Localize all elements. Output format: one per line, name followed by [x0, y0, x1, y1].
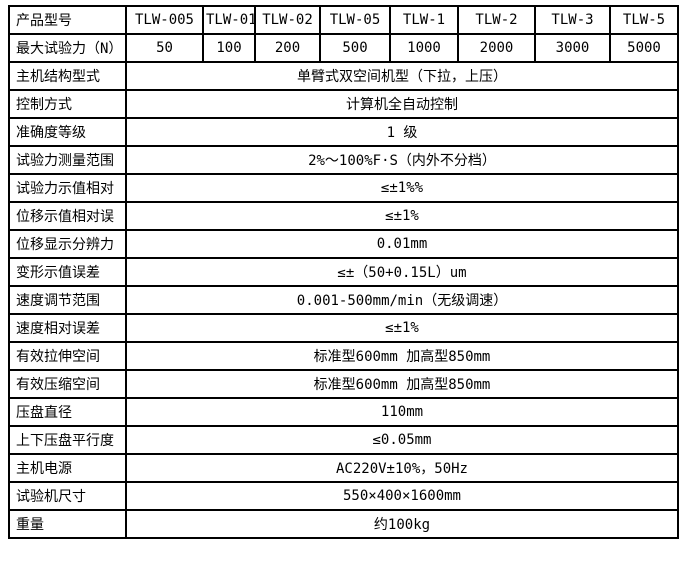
- table-row-spec: 控制方式 计算机全自动控制: [8, 89, 679, 119]
- row-label: 主机电源: [8, 453, 127, 483]
- table-row-spec: 位移显示分辨力 0.01mm: [8, 229, 679, 259]
- table-row-spec: 位移示值相对误 ≤±1%: [8, 201, 679, 231]
- row-label: 压盘直径: [8, 397, 127, 427]
- force-cell: 2000: [457, 33, 536, 63]
- model-cell: TLW-3: [534, 5, 611, 35]
- table-row-spec: 压盘直径 110mm: [8, 397, 679, 427]
- model-cell: TLW-1: [389, 5, 459, 35]
- model-cell: TLW-02: [254, 5, 321, 35]
- table-row-spec: 速度调节范围 0.001-500mm/min（无级调速）: [8, 285, 679, 315]
- table-row-spec: 速度相对误差 ≤±1%: [8, 313, 679, 343]
- row-label: 有效压缩空间: [8, 369, 127, 399]
- model-cell: TLW-005: [125, 5, 204, 35]
- model-cell: TLW-2: [457, 5, 536, 35]
- row-label: 准确度等级: [8, 117, 127, 147]
- spec-value: ≤±1%: [125, 201, 679, 231]
- row-label: 位移显示分辨力: [8, 229, 127, 259]
- table-row-spec: 上下压盘平行度 ≤0.05mm: [8, 425, 679, 455]
- row-label: 试验力测量范围: [8, 145, 127, 175]
- table-row-spec: 主机电源 AC220V±10%，50Hz: [8, 453, 679, 483]
- row-label: 速度调节范围: [8, 285, 127, 315]
- force-cell: 3000: [534, 33, 611, 63]
- spec-value: 550×400×1600mm: [125, 481, 679, 511]
- model-cell: TLW-01: [202, 5, 256, 35]
- spec-value: ≤0.05mm: [125, 425, 679, 455]
- page: 产品型号 TLW-005 TLW-01 TLW-02 TLW-05 TLW-1 …: [8, 5, 679, 539]
- spec-value: AC220V±10%，50Hz: [125, 453, 679, 483]
- table-row-spec: 主机结构型式 单臂式双空间机型（下拉，上压）: [8, 61, 679, 91]
- spec-value: 0.01mm: [125, 229, 679, 259]
- row-label: 有效拉伸空间: [8, 341, 127, 371]
- spec-value: 单臂式双空间机型（下拉，上压）: [125, 61, 679, 91]
- table-row-spec: 试验机尺寸 550×400×1600mm: [8, 481, 679, 511]
- row-label: 重量: [8, 509, 127, 539]
- row-label: 控制方式: [8, 89, 127, 119]
- spec-table: 产品型号 TLW-005 TLW-01 TLW-02 TLW-05 TLW-1 …: [8, 5, 679, 539]
- spec-value: 1 级: [125, 117, 679, 147]
- row-label: 试验机尺寸: [8, 481, 127, 511]
- row-label: 上下压盘平行度: [8, 425, 127, 455]
- force-cell: 1000: [389, 33, 459, 63]
- force-cell: 50: [125, 33, 204, 63]
- force-cell: 200: [254, 33, 321, 63]
- row-label: 位移示值相对误: [8, 201, 127, 231]
- spec-value: 计算机全自动控制: [125, 89, 679, 119]
- spec-value: 约100kg: [125, 509, 679, 539]
- spec-value: 2%～100%F·S（内外不分档）: [125, 145, 679, 175]
- model-cell: TLW-05: [319, 5, 391, 35]
- table-row-spec: 有效拉伸空间 标准型600mm 加高型850mm: [8, 341, 679, 371]
- spec-value: 110mm: [125, 397, 679, 427]
- model-cell: TLW-5: [609, 5, 679, 35]
- row-label: 变形示值误差: [8, 257, 127, 287]
- spec-value: 0.001-500mm/min（无级调速）: [125, 285, 679, 315]
- row-label: 产品型号: [8, 5, 127, 35]
- table-row-max-force: 最大试验力（N） 50 100 200 500 1000 2000 3000 5…: [8, 33, 679, 63]
- spec-value: ≤±1%%: [125, 173, 679, 203]
- spec-value: ≤±1%: [125, 313, 679, 343]
- row-label: 速度相对误差: [8, 313, 127, 343]
- table-row-spec: 准确度等级 1 级: [8, 117, 679, 147]
- force-cell: 5000: [609, 33, 679, 63]
- table-row-spec: 重量 约100kg: [8, 509, 679, 539]
- table-row-spec: 试验力示值相对 ≤±1%%: [8, 173, 679, 203]
- table-row-spec: 变形示值误差 ≤±（50+0.15L）um: [8, 257, 679, 287]
- table-row-spec: 试验力测量范围 2%～100%F·S（内外不分档）: [8, 145, 679, 175]
- spec-value: 标准型600mm 加高型850mm: [125, 369, 679, 399]
- table-row-product-model: 产品型号 TLW-005 TLW-01 TLW-02 TLW-05 TLW-1 …: [8, 5, 679, 35]
- spec-value: 标准型600mm 加高型850mm: [125, 341, 679, 371]
- row-label: 最大试验力（N）: [8, 33, 127, 63]
- row-label: 试验力示值相对: [8, 173, 127, 203]
- force-cell: 100: [202, 33, 256, 63]
- row-label: 主机结构型式: [8, 61, 127, 91]
- table-row-spec: 有效压缩空间 标准型600mm 加高型850mm: [8, 369, 679, 399]
- force-cell: 500: [319, 33, 391, 63]
- spec-value: ≤±（50+0.15L）um: [125, 257, 679, 287]
